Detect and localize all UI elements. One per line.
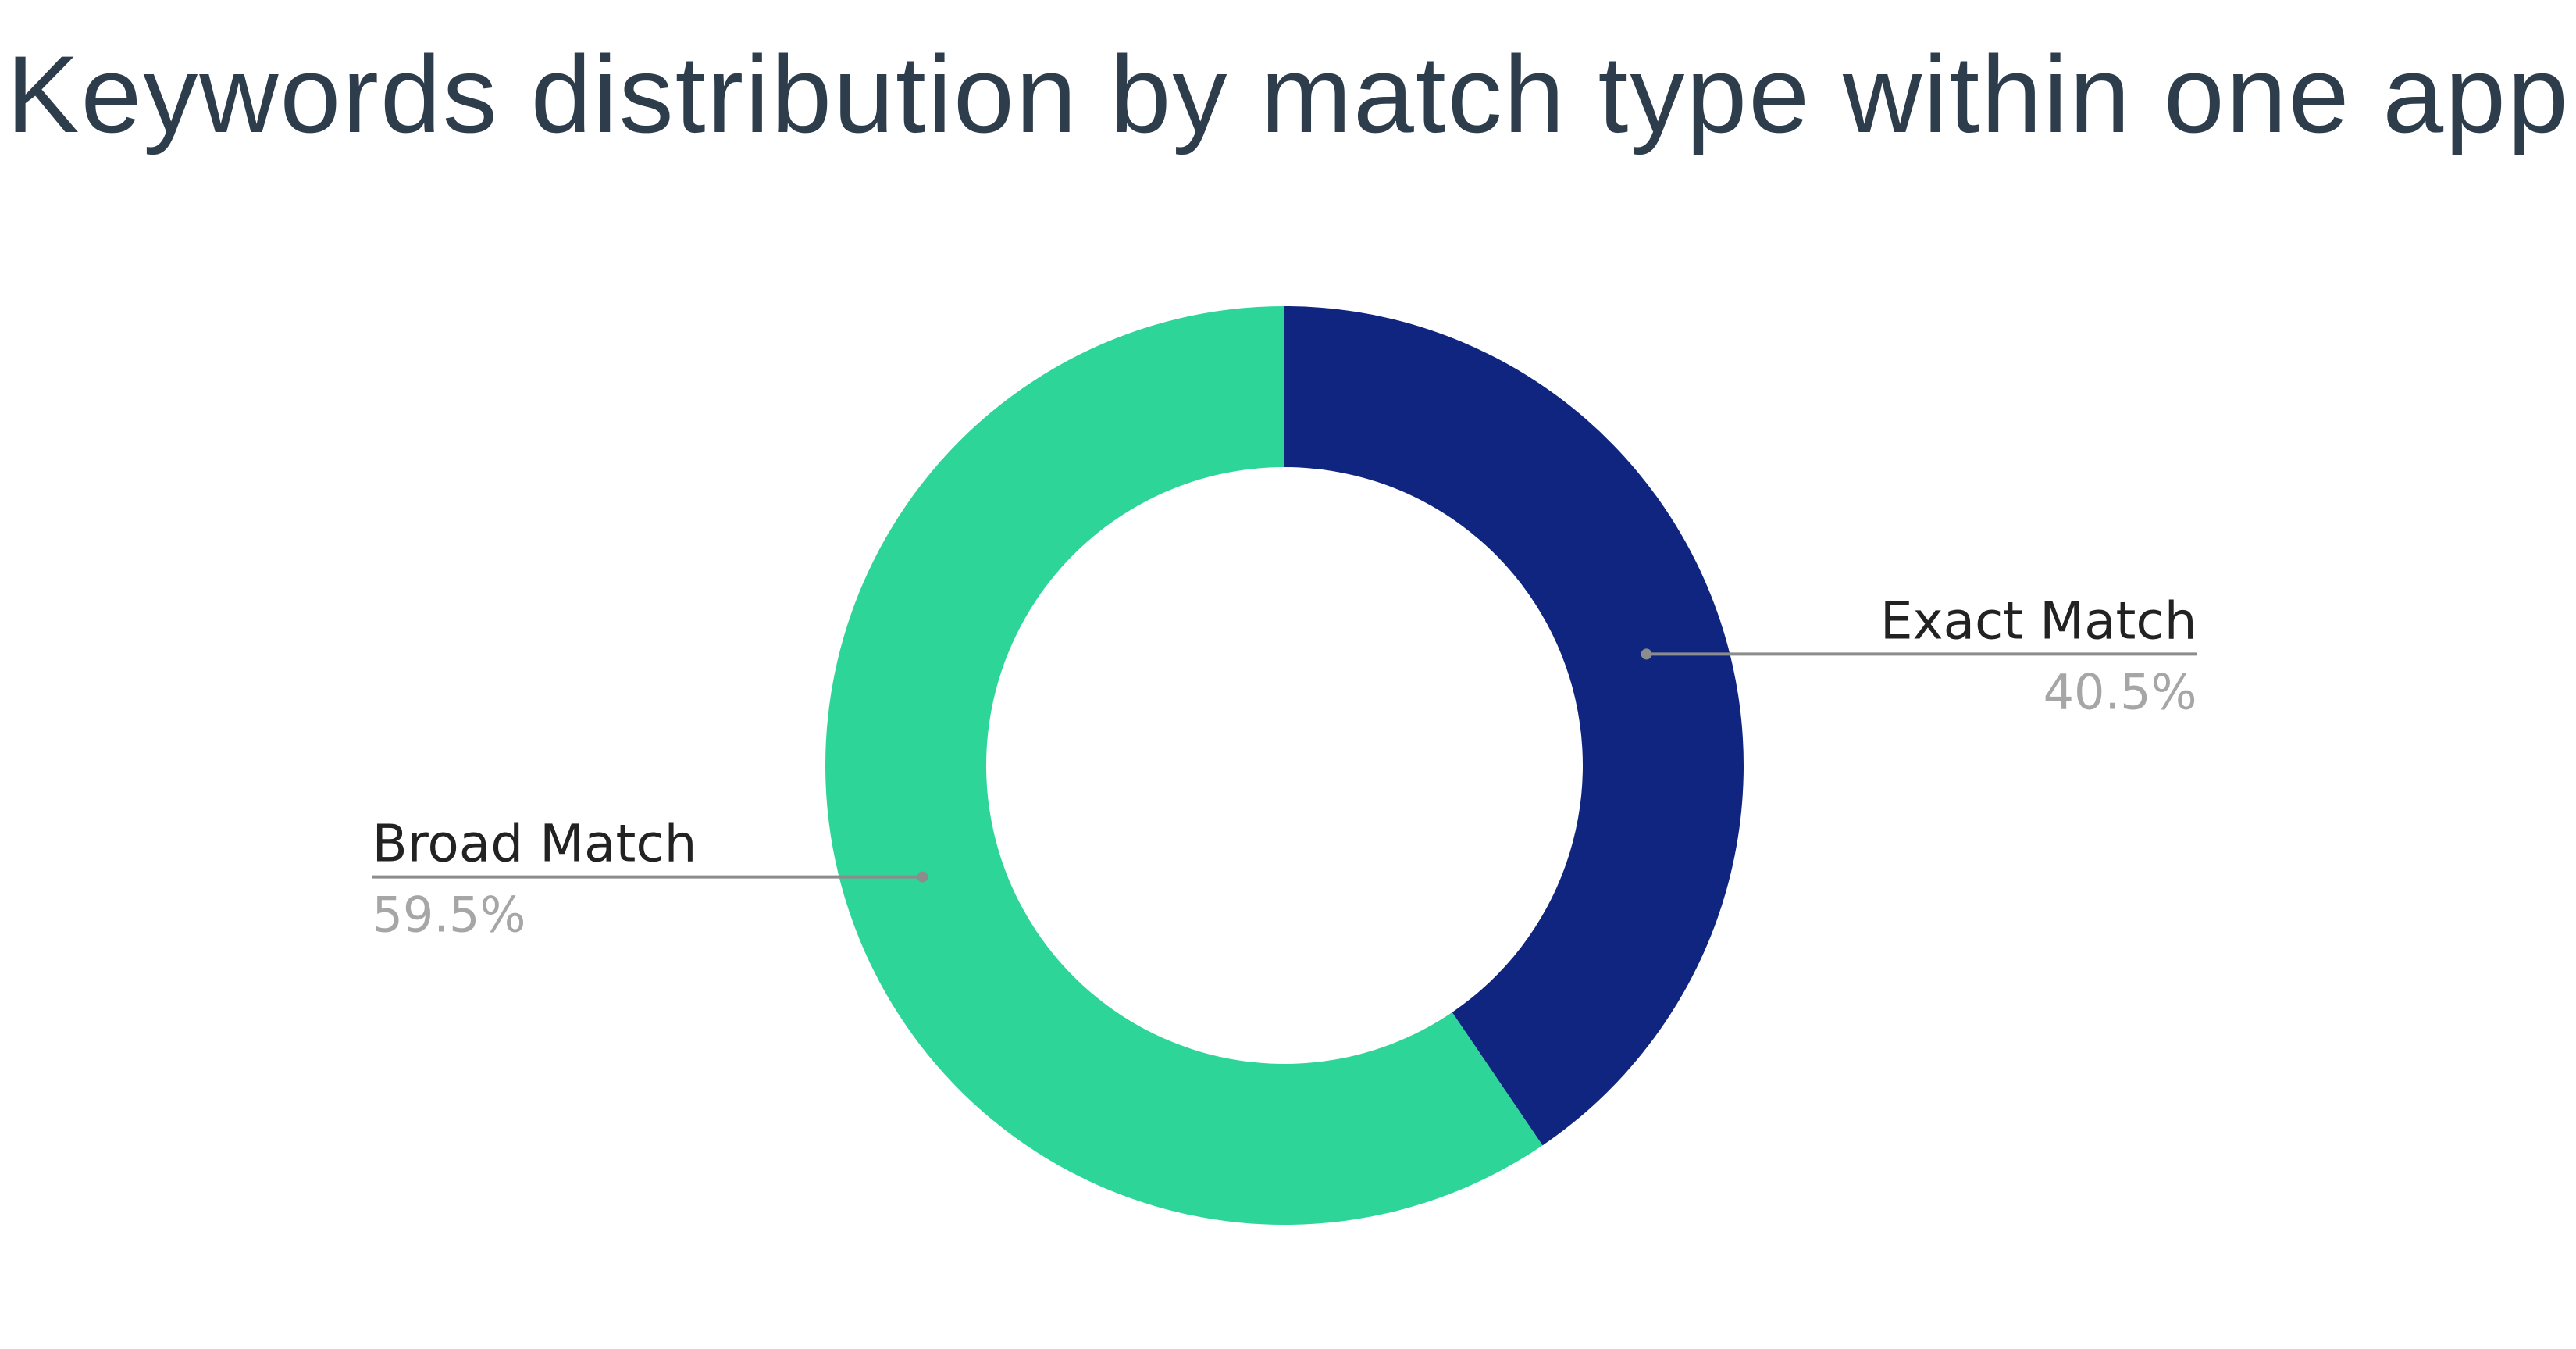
slice-broad-match: [825, 306, 1543, 1226]
labels-layer: Exact Match 40.5% Broad Match 59.5%: [372, 591, 2197, 944]
slice-label-broad-match: Broad Match: [372, 814, 697, 874]
slices-layer: [825, 306, 1744, 1226]
slice-exact-match: [1284, 306, 1744, 1146]
slice-value-broad-match: 59.5%: [372, 887, 526, 944]
chart-title: Keywords distribution by match type with…: [6, 33, 2570, 155]
slice-label-exact-match: Exact Match: [1880, 591, 2197, 651]
slice-value-exact-match: 40.5%: [2043, 663, 2197, 720]
